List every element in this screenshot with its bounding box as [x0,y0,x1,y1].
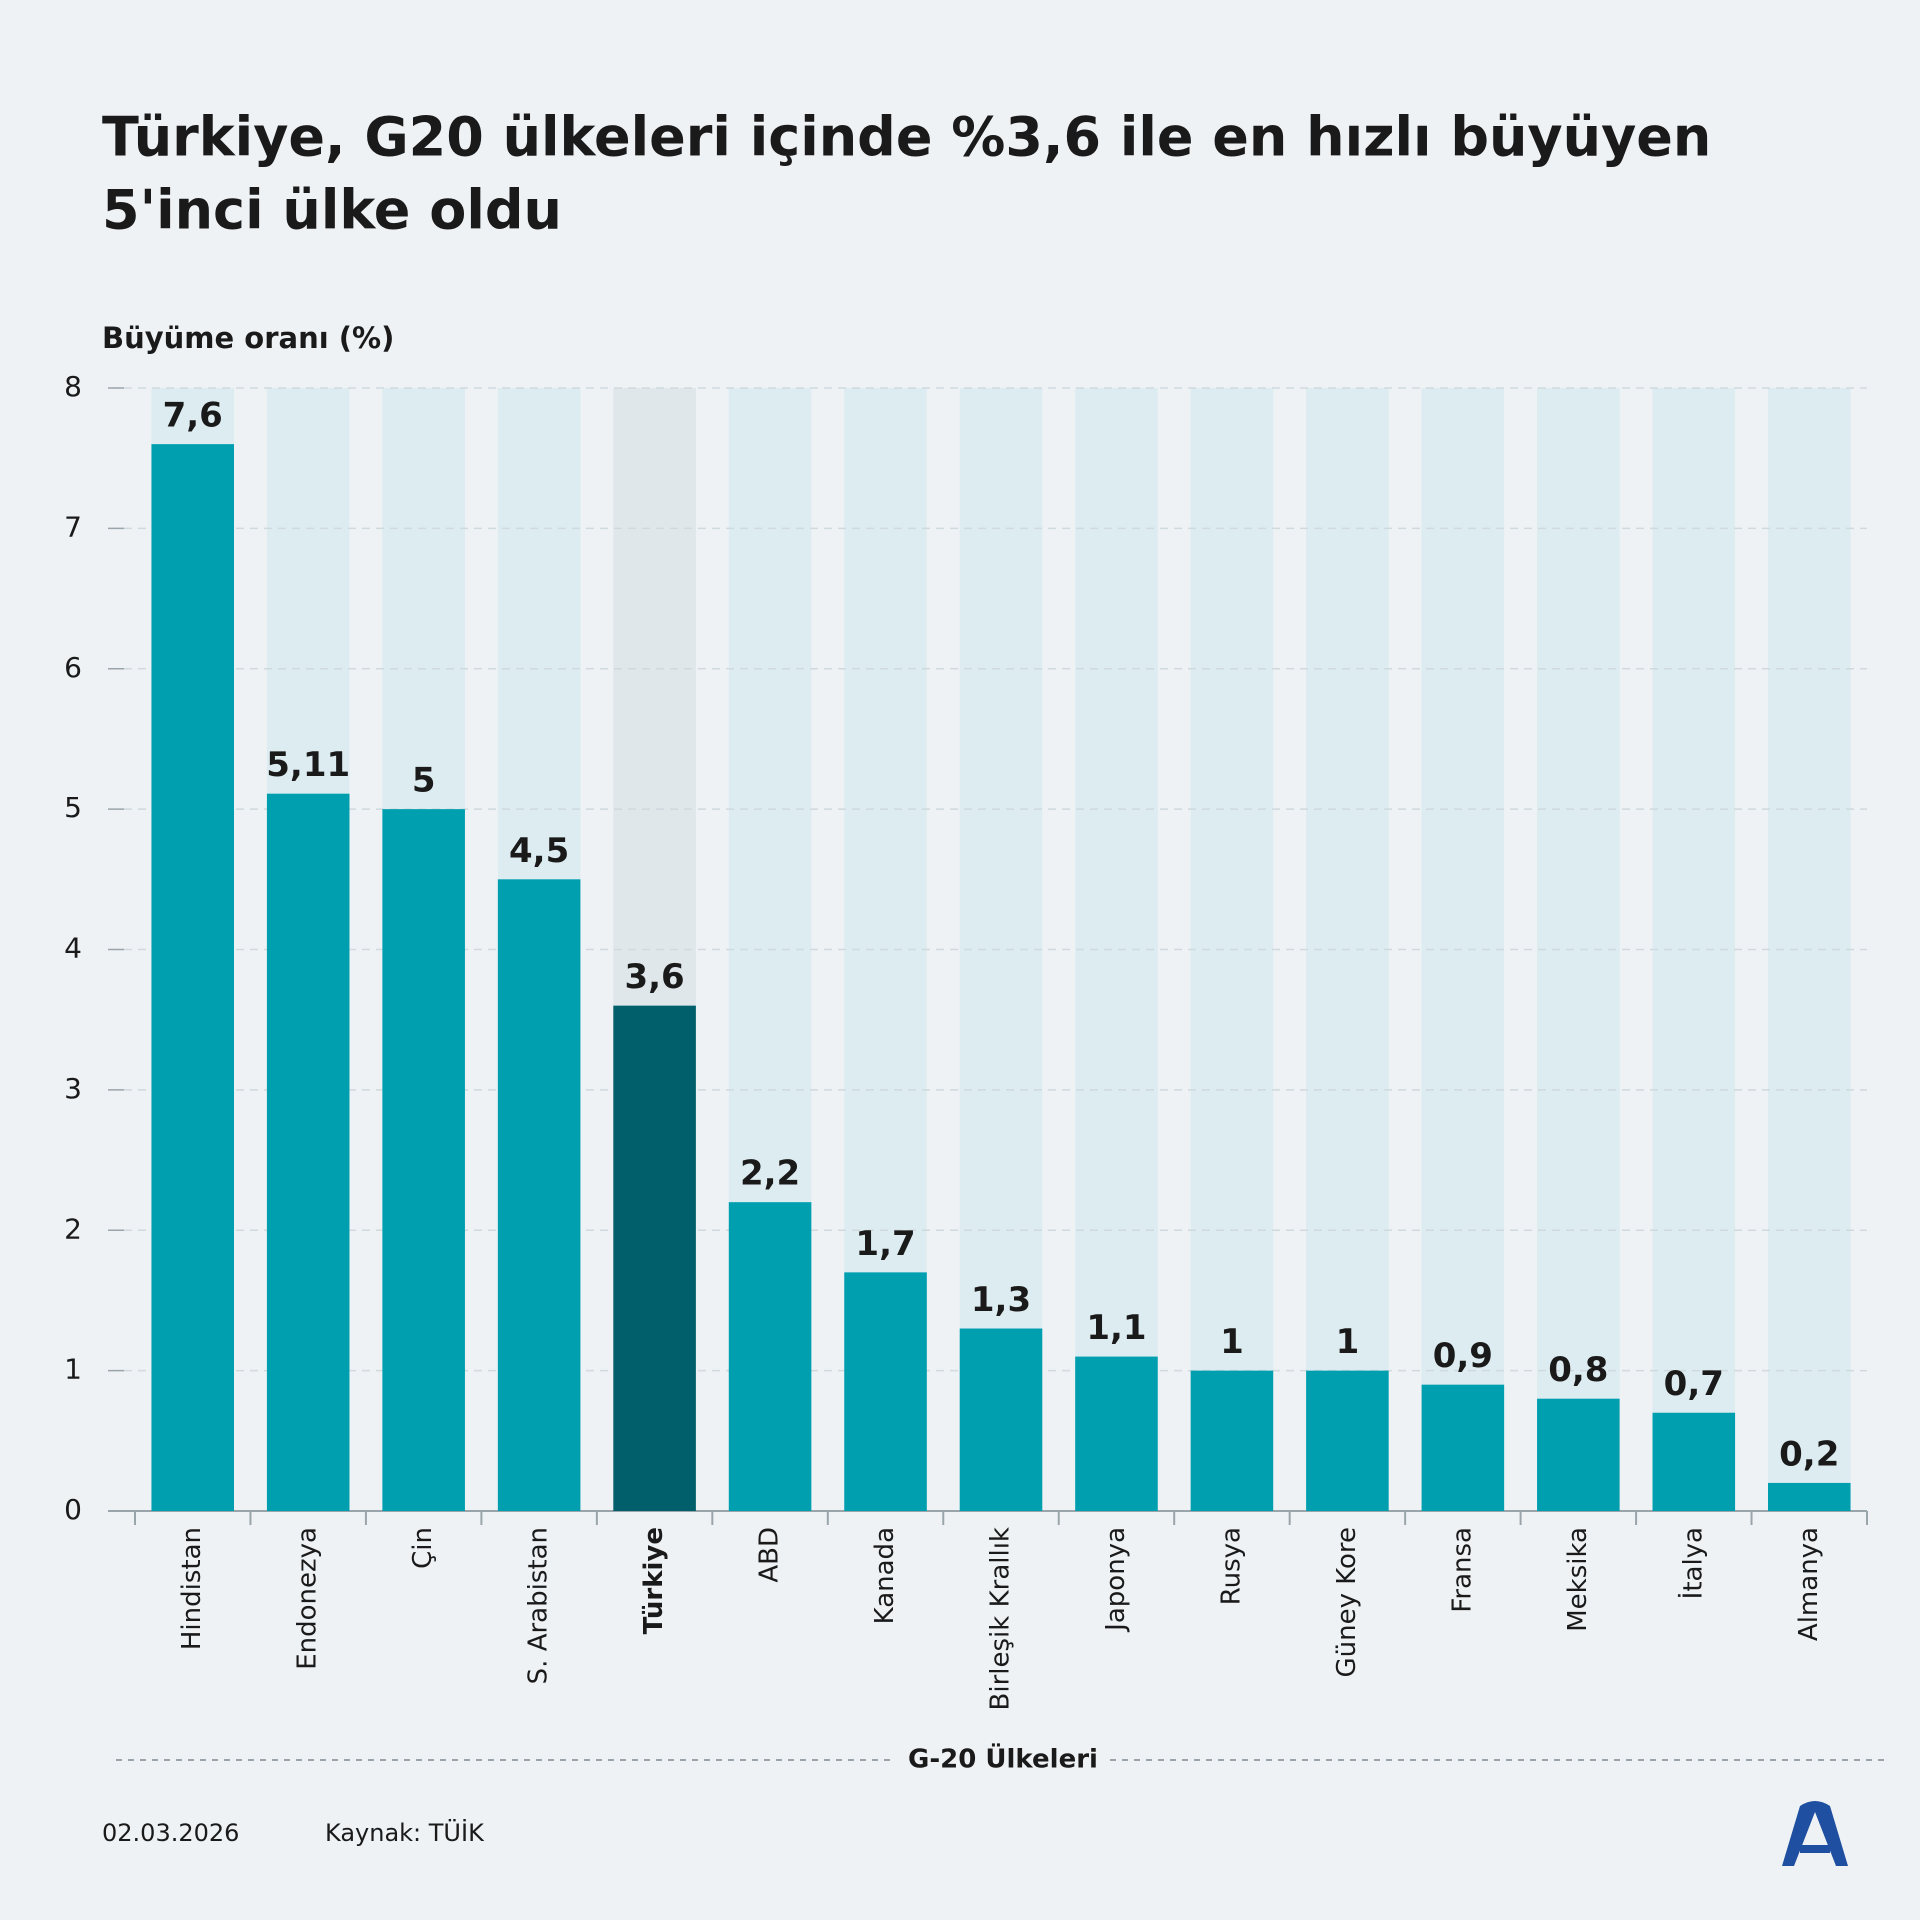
value-label: 1 [1336,1322,1360,1362]
value-label: 1,7 [855,1224,915,1264]
bar [1767,1482,1851,1511]
logo [1782,1801,1848,1866]
value-label: 0,2 [1779,1434,1839,1474]
bar [382,809,465,1511]
column-background [1075,388,1158,1511]
x-tick-label: Türkiye [639,1527,669,1634]
y-tick-label: 1 [64,1353,82,1386]
x-tick-label: Çin [408,1527,438,1569]
x-tick-label: Japonya [1101,1527,1131,1633]
bar [1306,1370,1389,1511]
bar [728,1202,812,1511]
y-tick-label: 5 [64,791,82,824]
x-tick-label: Kanada [870,1527,900,1624]
value-label: 1 [1220,1322,1244,1362]
x-tick-label: İtalya [1676,1527,1708,1599]
bar [1421,1384,1505,1511]
value-label: 0,7 [1664,1364,1724,1404]
bar [1652,1412,1736,1511]
x-tick-label: S. Arabistan [524,1527,554,1684]
y-tick-label: 7 [64,510,82,543]
logo-mark [1800,1845,1830,1853]
y-tick-label: 8 [64,370,82,403]
logo-mark [1782,1801,1848,1866]
x-axis-label: G-20 Ülkeleri [908,1742,1098,1775]
x-tick-label: Fransa [1447,1527,1477,1613]
y-tick-label: 6 [64,651,82,684]
x-tick-label: Rusya [1216,1527,1246,1605]
bar [1537,1398,1620,1511]
value-label: 5 [412,761,436,801]
value-label: 7,6 [163,396,223,436]
x-tick-label: Hindistan [177,1527,207,1650]
y-tick-label: 0 [64,1493,82,1526]
bar [959,1328,1043,1511]
value-label: 1,1 [1086,1308,1146,1348]
value-label: 1,3 [971,1280,1031,1320]
x-tick-label: ABD [755,1527,785,1583]
y-tick-label: 3 [64,1072,82,1105]
chart-title: Türkiye, G20 ülkeleri içinde %3,6 ile en… [102,106,1711,169]
chart-title: 5'inci ülke oldu [102,179,562,242]
bar [844,1272,927,1511]
value-label: 0,8 [1548,1350,1608,1390]
x-tick-label: Almanya [1794,1527,1824,1641]
column-background [1537,388,1620,1511]
x-tick-label: Birleşik Krallık [986,1527,1016,1710]
bar [1075,1356,1158,1511]
value-label: 0,9 [1433,1336,1493,1376]
value-label: 5,11 [266,745,350,785]
bar [613,1005,696,1511]
x-tick-label: Meksika [1563,1527,1593,1632]
x-tick-label: Endonezya [293,1527,323,1670]
bar [266,793,350,1511]
x-tick-label: Güney Kore [1332,1527,1362,1678]
y-tick-label: 2 [64,1212,82,1245]
column-background [959,388,1043,1511]
source: Kaynak: TÜİK [325,1818,485,1847]
date: 02.03.2026 [102,1819,239,1847]
bar [1190,1370,1274,1511]
value-label: 4,5 [509,831,569,871]
value-label: 3,6 [624,957,684,997]
y-tick-label: 4 [64,932,82,965]
column-background [1421,388,1505,1511]
value-label: 2,2 [740,1154,800,1194]
bar [151,444,235,1511]
bar [497,879,581,1511]
y-axis-label: Büyüme oranı (%) [102,321,394,355]
